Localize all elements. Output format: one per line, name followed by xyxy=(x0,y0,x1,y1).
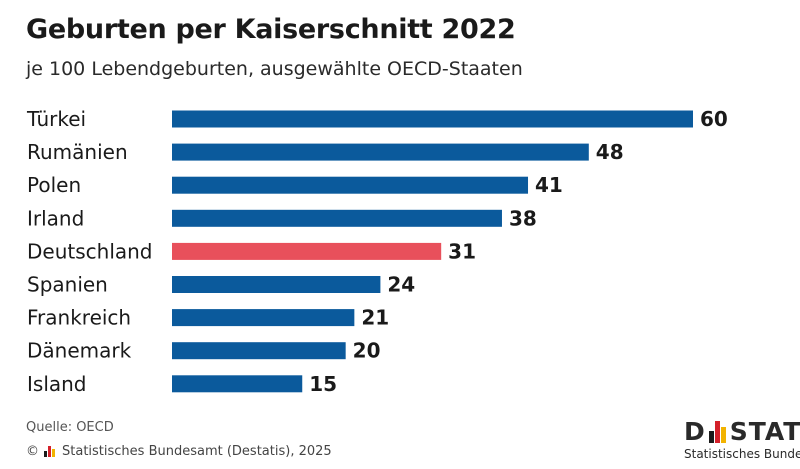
copyright-symbol: © xyxy=(26,444,39,459)
bar-turkei xyxy=(172,110,693,128)
copyright-line: © Statistisches Bundesamt (Destatis), 20… xyxy=(26,444,332,459)
category-label-frankreich: Frankreich xyxy=(27,306,131,330)
copyright-text: Statistisches Bundesamt (Destatis), 2025 xyxy=(62,444,332,459)
value-label-polen: 41 xyxy=(535,173,563,197)
value-label-frankreich: 21 xyxy=(361,306,389,330)
value-label-spanien: 24 xyxy=(387,273,415,297)
chart-title: Geburten per Kaiserschnitt 2022 xyxy=(26,14,516,45)
category-label-polen: Polen xyxy=(27,173,81,197)
bar-rumanien xyxy=(172,143,589,161)
value-label-turkei: 60 xyxy=(700,107,728,131)
category-label-rumanien: Rumänien xyxy=(27,140,128,164)
bar-danemark xyxy=(172,342,346,360)
category-label-irland: Irland xyxy=(27,206,84,230)
bar-island xyxy=(172,375,303,393)
value-label-island: 15 xyxy=(309,372,337,396)
value-label-rumanien: 48 xyxy=(596,140,624,164)
bar-deutschland xyxy=(172,242,442,260)
logo-letters: STATI xyxy=(729,417,800,446)
value-label-irland: 38 xyxy=(509,206,537,230)
category-label-spanien: Spanien xyxy=(27,273,108,297)
bar-polen xyxy=(172,176,529,194)
bar-frankreich xyxy=(172,309,355,327)
source-note: Quelle: OECD xyxy=(26,420,114,435)
category-label-deutschland: Deutschland xyxy=(27,239,153,263)
value-label-danemark: 20 xyxy=(353,339,381,363)
destatis-logo: D STATI Statistisches Bundes xyxy=(684,417,800,461)
bar-irland xyxy=(172,209,502,227)
logo-subtitle: Statistisches Bundes xyxy=(684,447,800,461)
logo-letter-d: D xyxy=(684,417,706,446)
category-label-island: Island xyxy=(27,372,87,396)
category-label-turkei: Türkei xyxy=(26,107,86,131)
value-label-deutschland: 31 xyxy=(448,239,476,263)
destatis-flag-icon xyxy=(44,446,56,457)
chart-subtitle: je 100 Lebendgeburten, ausgewählte OECD-… xyxy=(26,58,523,80)
bar-chart: Türkei 60 Rumänien 48 Polen 41 Irland 38 Deutsch… xyxy=(26,107,728,396)
logo-flag-icon xyxy=(708,421,727,443)
category-label-danemark: Dänemark xyxy=(27,339,132,363)
bar-spanien xyxy=(172,276,381,293)
